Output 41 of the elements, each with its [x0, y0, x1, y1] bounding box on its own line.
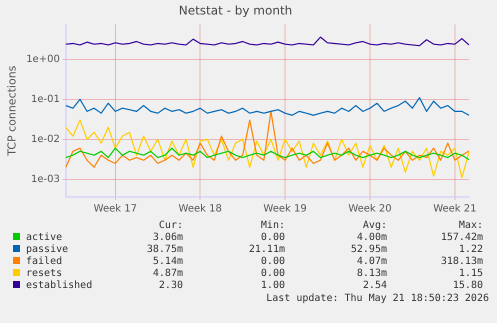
text: 38.75m — [146, 244, 183, 256]
text: 1.22 — [458, 244, 483, 256]
legend-label: established — [25, 280, 94, 292]
text: Cur: — [158, 220, 183, 232]
y-tick-label: 1e-03 — [30, 174, 60, 185]
text: 3.06m — [152, 232, 183, 244]
text: Last update: Thu May 21 18:50:23 2026 — [266, 293, 489, 304]
text: 1.00 — [260, 280, 285, 292]
x-tick-label: Week 17 — [94, 204, 137, 215]
x-tick-label: Week 21 — [433, 204, 477, 215]
text: 0.00 — [260, 268, 285, 280]
text: 4.00m — [356, 232, 387, 244]
x-tick-label: Week 20 — [348, 204, 392, 215]
y-tick-label: 1e-01 — [30, 94, 60, 105]
x-tick-label: Week 19 — [263, 204, 307, 215]
text: 1.15 — [458, 268, 483, 280]
legend-label: passive — [25, 244, 70, 256]
text: 2.30 — [158, 280, 183, 292]
text: 2.54 — [362, 280, 387, 292]
text: Avg: — [362, 220, 387, 232]
text: 157.42m — [440, 232, 483, 244]
x-tick-label: Week 18 — [178, 204, 222, 215]
legend-label: active — [25, 232, 64, 244]
y-tick-label: 1e+00 — [26, 54, 60, 65]
text: 0.00 — [260, 256, 285, 268]
text: 52.95m — [350, 244, 387, 256]
text: 21.11m — [248, 244, 285, 256]
text: Max: — [458, 220, 483, 232]
text: 4.07m — [356, 256, 387, 268]
legend-label: failed — [25, 256, 64, 268]
text: 0.00 — [260, 232, 285, 244]
text: 4.87m — [152, 268, 183, 280]
legend-label: resets — [25, 268, 64, 280]
y-tick-label: 1e-02 — [30, 134, 60, 145]
text: 15.80 — [452, 280, 483, 292]
y-axis-title: TCP connections — [5, 65, 18, 157]
text: 318.13m — [440, 256, 483, 268]
text: 8.13m — [356, 268, 387, 280]
text: Min: — [260, 220, 285, 232]
text: 5.14m — [152, 256, 183, 268]
chart-title: Netstat - by month — [178, 3, 292, 18]
